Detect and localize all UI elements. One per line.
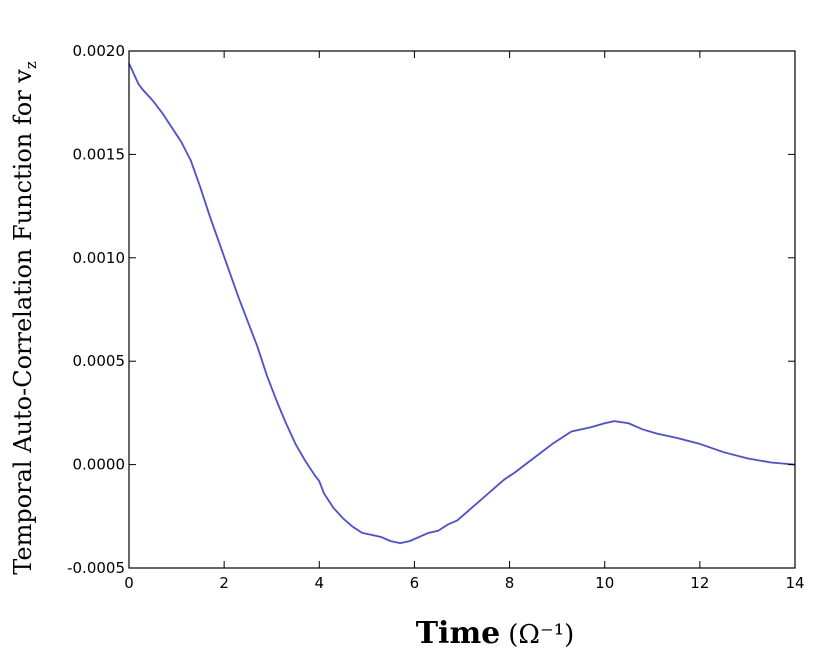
x-axis-title: Time (Ω⁻¹) [416,616,575,651]
y-tick-label: 0.0005 [73,352,126,370]
x-tick-label: 2 [219,574,229,592]
x-tick-label: 8 [505,574,515,592]
x-tick-label: 4 [315,574,325,592]
x-tick-label: 10 [595,574,614,592]
x-axis-title-text: Time [416,616,501,651]
svg-text:Time(Ω⁻¹): Time (Ω⁻¹) [416,616,575,651]
y-tick-label: -0.0005 [67,559,125,577]
y-axis-title-text: Temporal Auto-Correlation Function for v [9,69,37,575]
y-axis-title-subscript: z [22,61,40,69]
x-tick-label: 0 [124,574,134,592]
x-tick-label: 12 [690,574,709,592]
x-tick-label: 14 [785,574,804,592]
y-tick-label: 0.0010 [73,249,126,267]
x-tick-label: 6 [410,574,420,592]
y-tick-label: 0.0015 [73,145,126,163]
plot-frame [128,50,796,569]
svg-text:Temporal Auto-Correlation Func: Temporal Auto-Correlation Function for v… [9,61,40,575]
x-axis-title-unit: (Ω⁻¹) [508,620,574,650]
series-line-0 [128,63,796,545]
y-tick-label: 0.0020 [73,42,126,60]
y-tick-label: 0.0000 [73,456,126,474]
y-axis-title: Temporal Auto-Correlation Function for v… [9,61,40,575]
